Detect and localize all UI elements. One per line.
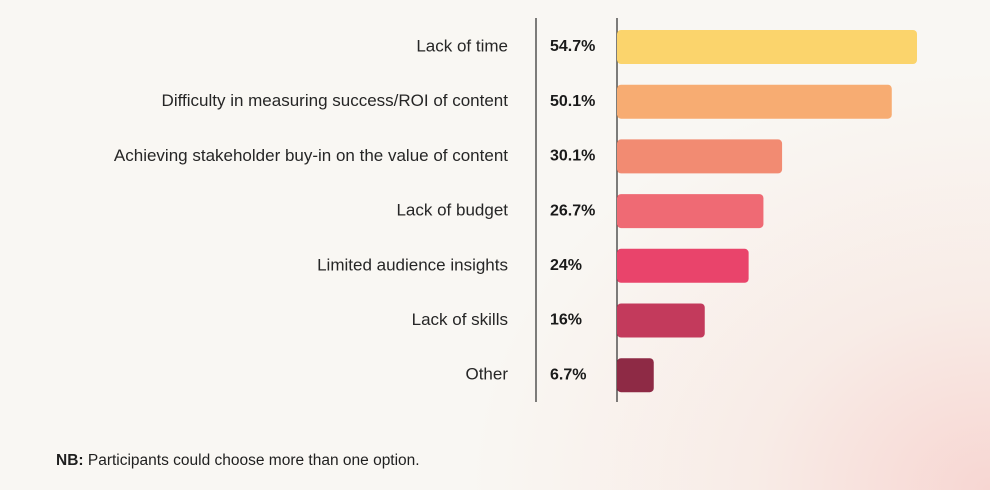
value-label-lack-of-skills: 16% <box>550 312 582 329</box>
bars <box>617 30 917 393</box>
bar-difficulty-in-measuring-success-roi-of-content <box>617 84 892 119</box>
value-label-other: 6.7% <box>550 366 586 383</box>
category-label-lack-of-budget: Lack of budget <box>396 201 508 220</box>
bar-lack-of-budget <box>617 194 764 229</box>
category-label-other: Other <box>465 365 508 384</box>
footnote-text: Participants could choose more than one … <box>83 452 420 469</box>
value-label-lack-of-budget: 26.7% <box>550 202 595 219</box>
bar-lack-of-time <box>617 30 917 64</box>
bar-other <box>617 358 654 393</box>
category-labels: Lack of time Difficulty in measuring succ… <box>114 36 508 383</box>
category-label-lack-of-skills: Lack of skills <box>412 310 508 329</box>
bar-achieving-stakeholder-buy-in-on-the-value-of-content <box>617 139 783 174</box>
bar-lack-of-skills <box>617 303 705 338</box>
footnote-prefix: NB: <box>56 452 84 469</box>
value-label-lack-of-time: 54.7% <box>550 38 595 55</box>
category-label-lack-of-time: Lack of time <box>416 36 508 55</box>
footnote: NB: Participants could choose more than … <box>56 452 420 470</box>
value-label-limited-audience-insights: 24% <box>550 257 582 274</box>
value-labels: 54.7% 50.1% 30.1% 26.7% 24% 16% 6.7% <box>550 38 595 383</box>
category-label-limited-audience-insights: Limited audience insights <box>317 255 508 274</box>
category-label-difficulty-in-measuring-success-roi-of-content: Difficulty in measuring success/ROI of c… <box>162 91 509 110</box>
value-label-achieving-stakeholder-buy-in-on-the-value-of-content: 30.1% <box>550 148 595 165</box>
category-label-achieving-stakeholder-buy-in-on-the-value-of-content: Achieving stakeholder buy-in on the valu… <box>114 146 508 165</box>
bar-limited-audience-insights <box>617 248 749 283</box>
value-label-difficulty-in-measuring-success-roi-of-content: 50.1% <box>550 93 595 110</box>
